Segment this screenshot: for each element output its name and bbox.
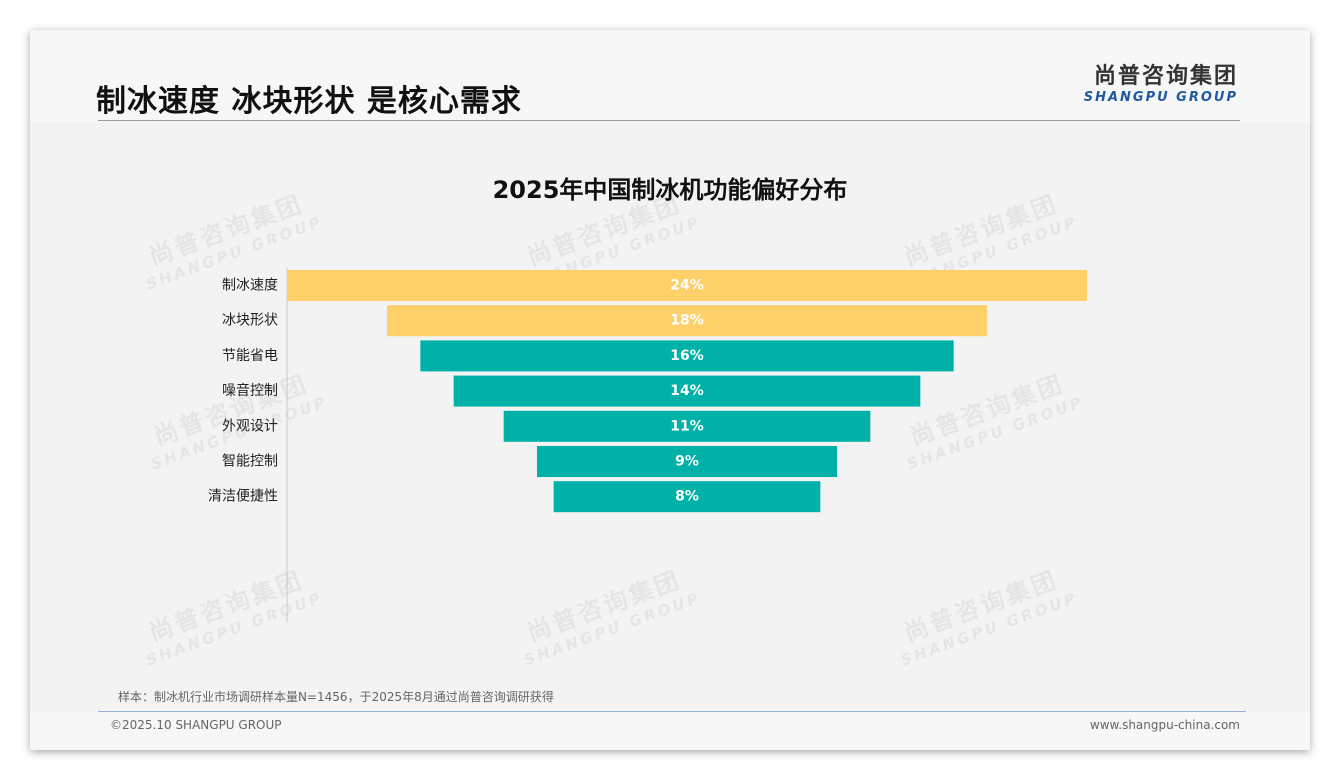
footer-divider (98, 711, 1246, 712)
funnel-bar (503, 410, 871, 442)
company-logo: 尚普咨询集团 SHANGPU GROUP (1084, 64, 1238, 106)
funnel-chart: 24% 制冰速度 18% 冰块形状 16% 节能省电 14% 噪音控制 11% 外观设计 9% 智能控… (208, 268, 1087, 622)
category-label: 噪音控制 (222, 382, 278, 399)
logo-cn: 尚普咨询集团 (1093, 64, 1238, 89)
data-label: 9% (675, 454, 699, 470)
header-divider (98, 120, 1240, 121)
page-title: 制冰速度 冰块形状 是核心需求 (96, 84, 522, 119)
logo-en: SHANGPU GROUP (1083, 90, 1238, 105)
sample-note: 样本：制冰机行业市场调研样本量N=1456，于2025年8月通过尚普咨询调研获得 (118, 690, 554, 704)
data-label: 14% (670, 383, 704, 399)
category-label: 外观设计 (222, 418, 278, 434)
funnel-bar (387, 305, 987, 337)
slide: 尚普咨询集团 SHANGPU GROUP 尚普咨询集团 SHANGPU GROU… (30, 30, 1310, 750)
chart-title: 2025年中国制冰机功能偏好分布 (492, 176, 848, 204)
data-label: 24% (670, 278, 704, 294)
data-label: 16% (670, 348, 704, 364)
website: www.shangpu-china.com (1089, 718, 1240, 732)
funnel-bar (453, 375, 921, 407)
funnel-bar (553, 481, 821, 513)
funnel-bar (537, 446, 837, 477)
data-label: 18% (670, 313, 704, 329)
category-label: 制冰速度 (222, 278, 278, 294)
category-label: 节能省电 (222, 348, 278, 364)
data-label: 8% (675, 489, 699, 505)
category-label: 冰块形状 (222, 313, 278, 329)
category-label: 清洁便捷性 (208, 489, 278, 505)
funnel-bar (420, 340, 954, 372)
category-label: 智能控制 (222, 454, 278, 470)
footer-band (30, 712, 1310, 750)
funnel-bar (287, 270, 1087, 301)
data-label: 11% (670, 418, 704, 434)
copyright: ©2025.10 SHANGPU GROUP (110, 718, 282, 732)
header-band (30, 30, 1310, 122)
